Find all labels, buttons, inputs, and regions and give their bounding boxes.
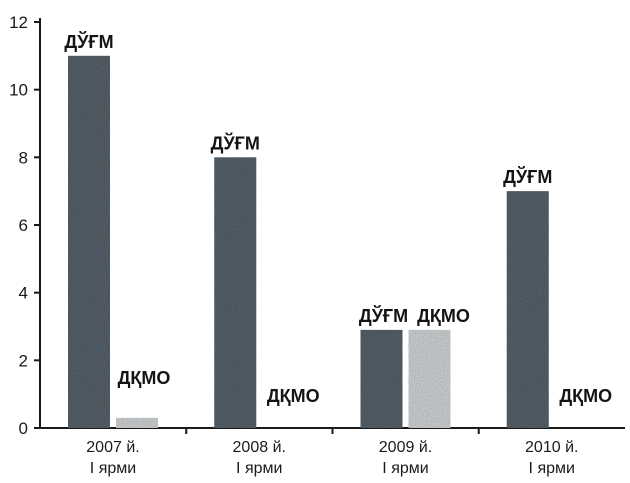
x-category-label: I ярми <box>382 460 428 477</box>
y-tick-label: 8 <box>19 148 28 167</box>
bar-series-label: ДҚМО <box>417 306 470 326</box>
bar-dkmo <box>408 329 451 428</box>
bar-dugm <box>506 191 549 428</box>
bar-dugm <box>214 157 257 429</box>
x-category-label: I ярми <box>90 460 136 477</box>
x-category-label: 2009 й. <box>379 439 432 456</box>
labels: 2007 й. I ярми 2008 й. I ярми 2009 й. I ярми 2… <box>64 31 612 477</box>
y-tick-label: 6 <box>19 216 28 235</box>
bar-series-label: ДЎҒМ <box>503 166 552 187</box>
bar-dugm <box>360 329 403 428</box>
bar-dugm <box>68 55 110 428</box>
x-category-label: 2008 й. <box>233 439 286 456</box>
y-tick-label: 2 <box>19 351 28 370</box>
bars <box>68 55 549 429</box>
bar-series-label: ДЎҒМ <box>359 305 408 326</box>
bar-series-label: ДЎҒМ <box>211 132 260 153</box>
y-tick-label: 0 <box>19 419 28 438</box>
x-category-label: I ярми <box>529 460 575 477</box>
x-category-label: 2010 й. <box>525 439 578 456</box>
bar-series-label: ДҚМО <box>267 386 320 406</box>
y-tick-label: 10 <box>9 81 28 100</box>
y-tick-label: 12 <box>9 13 28 32</box>
bar-dkmo <box>116 417 158 428</box>
bar-series-label: ДҚМО <box>559 386 612 406</box>
x-category-label: 2007 й. <box>86 439 139 456</box>
x-category-label: I ярми <box>236 460 282 477</box>
bar-series-label: ДҚМО <box>118 368 171 388</box>
bar-series-label: ДЎҒМ <box>64 31 113 52</box>
y-tick-label: 4 <box>19 284 28 303</box>
